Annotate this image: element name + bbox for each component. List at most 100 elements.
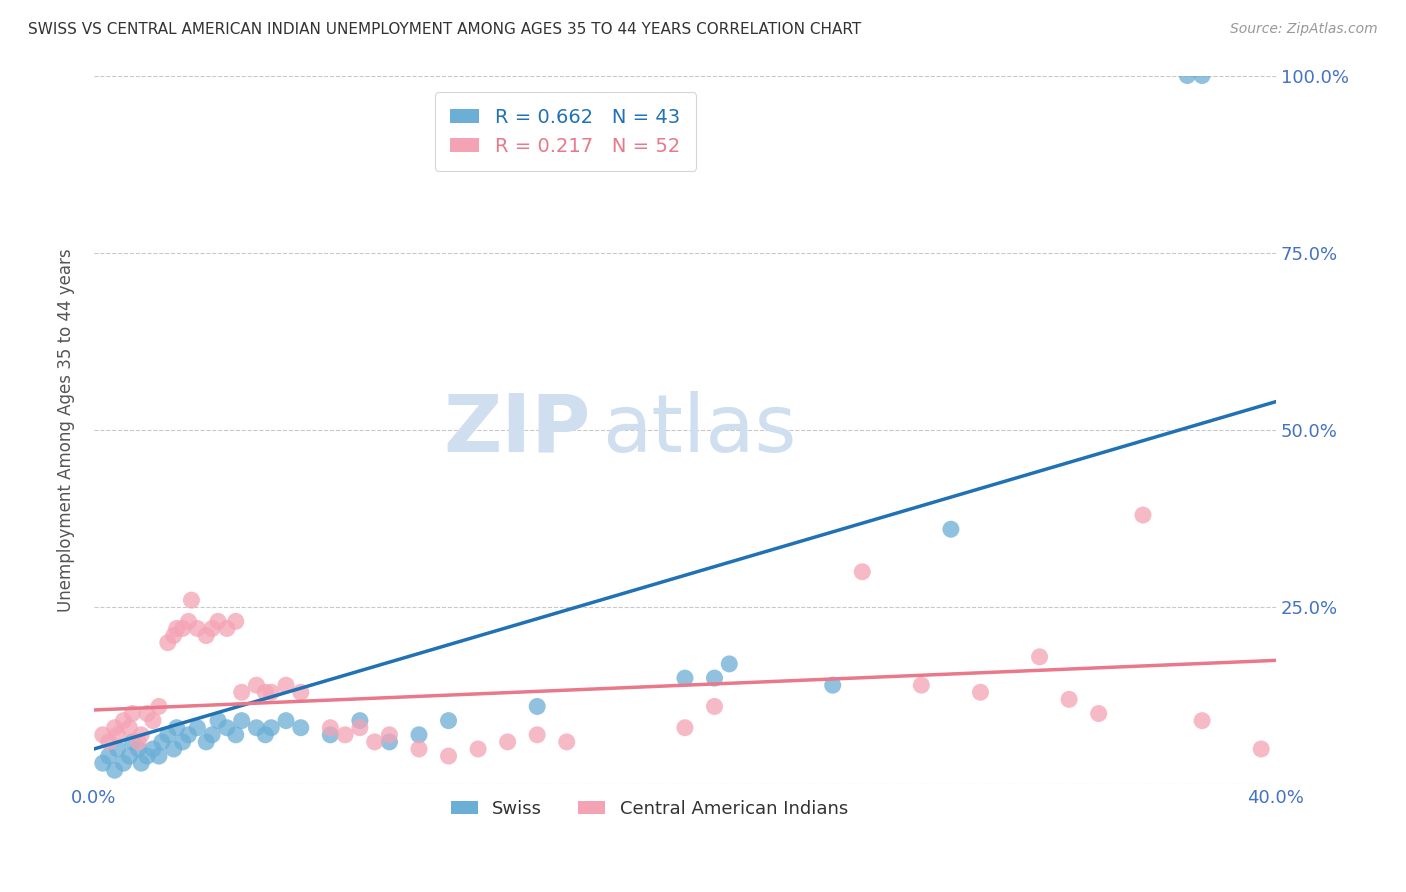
Point <box>121 735 143 749</box>
Point <box>156 728 179 742</box>
Point <box>186 721 208 735</box>
Point <box>851 565 873 579</box>
Point <box>142 714 165 728</box>
Point <box>333 728 356 742</box>
Point <box>245 678 267 692</box>
Point <box>112 714 135 728</box>
Point <box>118 749 141 764</box>
Point <box>254 685 277 699</box>
Point <box>467 742 489 756</box>
Point <box>118 721 141 735</box>
Point <box>673 671 696 685</box>
Point <box>142 742 165 756</box>
Point <box>231 685 253 699</box>
Point <box>129 756 152 771</box>
Point <box>319 728 342 742</box>
Point <box>1191 69 1213 83</box>
Point <box>1175 69 1198 83</box>
Point <box>127 735 149 749</box>
Point <box>180 593 202 607</box>
Point <box>1132 508 1154 522</box>
Point <box>177 615 200 629</box>
Point <box>148 699 170 714</box>
Point <box>225 728 247 742</box>
Text: atlas: atlas <box>602 391 797 469</box>
Point <box>207 714 229 728</box>
Point <box>718 657 741 671</box>
Point <box>673 721 696 735</box>
Point <box>129 728 152 742</box>
Point <box>163 742 186 756</box>
Point <box>107 728 129 742</box>
Point <box>245 721 267 735</box>
Point <box>1057 692 1080 706</box>
Point <box>91 756 114 771</box>
Point <box>177 728 200 742</box>
Point <box>378 728 401 742</box>
Point <box>104 764 127 778</box>
Point <box>939 522 962 536</box>
Point <box>97 749 120 764</box>
Point <box>910 678 932 692</box>
Point <box>496 735 519 749</box>
Point <box>260 685 283 699</box>
Point <box>526 728 548 742</box>
Point <box>319 721 342 735</box>
Point <box>121 706 143 721</box>
Point <box>148 749 170 764</box>
Point <box>104 721 127 735</box>
Point <box>186 622 208 636</box>
Point <box>107 742 129 756</box>
Point <box>136 706 159 721</box>
Point <box>408 728 430 742</box>
Point <box>1028 649 1050 664</box>
Point <box>969 685 991 699</box>
Point <box>112 756 135 771</box>
Point <box>821 678 844 692</box>
Point <box>163 629 186 643</box>
Point <box>1250 742 1272 756</box>
Point <box>136 749 159 764</box>
Point <box>703 671 725 685</box>
Point <box>166 721 188 735</box>
Point <box>172 735 194 749</box>
Point <box>127 742 149 756</box>
Point <box>378 735 401 749</box>
Legend: Swiss, Central American Indians: Swiss, Central American Indians <box>443 793 855 825</box>
Point <box>254 728 277 742</box>
Text: ZIP: ZIP <box>443 391 591 469</box>
Point <box>363 735 385 749</box>
Point <box>1191 714 1213 728</box>
Point <box>215 622 238 636</box>
Point <box>526 699 548 714</box>
Point <box>349 714 371 728</box>
Point <box>349 721 371 735</box>
Point <box>274 714 297 728</box>
Text: Source: ZipAtlas.com: Source: ZipAtlas.com <box>1230 22 1378 37</box>
Point <box>166 622 188 636</box>
Point <box>231 714 253 728</box>
Point <box>97 735 120 749</box>
Point <box>290 721 312 735</box>
Point <box>274 678 297 692</box>
Point <box>408 742 430 756</box>
Point <box>437 714 460 728</box>
Point <box>172 622 194 636</box>
Point <box>195 629 218 643</box>
Point <box>437 749 460 764</box>
Point <box>215 721 238 735</box>
Point <box>195 735 218 749</box>
Point <box>201 622 224 636</box>
Point <box>91 728 114 742</box>
Point <box>555 735 578 749</box>
Point <box>156 635 179 649</box>
Point <box>290 685 312 699</box>
Point <box>1087 706 1109 721</box>
Point <box>225 615 247 629</box>
Point <box>703 699 725 714</box>
Point <box>260 721 283 735</box>
Point <box>201 728 224 742</box>
Point <box>150 735 173 749</box>
Text: SWISS VS CENTRAL AMERICAN INDIAN UNEMPLOYMENT AMONG AGES 35 TO 44 YEARS CORRELAT: SWISS VS CENTRAL AMERICAN INDIAN UNEMPLO… <box>28 22 862 37</box>
Y-axis label: Unemployment Among Ages 35 to 44 years: Unemployment Among Ages 35 to 44 years <box>58 248 75 612</box>
